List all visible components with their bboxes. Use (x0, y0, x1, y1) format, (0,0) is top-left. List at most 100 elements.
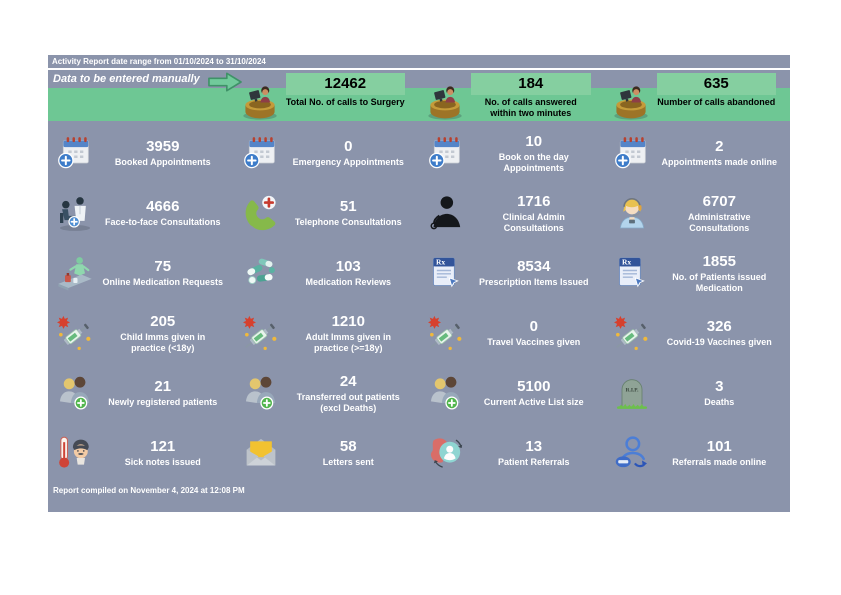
stat-label: Letters sent (322, 457, 374, 467)
stat-label: Clinical Admin Consultations (502, 211, 565, 233)
stat-label: Referrals made online (672, 457, 767, 467)
header-stat-card: 12462 Total No. of calls to Surgery (234, 70, 420, 121)
stat-value: 103 (335, 258, 361, 275)
syringe-icon (234, 313, 288, 353)
stat-card: 2 Appointments made online (605, 123, 791, 183)
stat-value: 205 (150, 312, 176, 330)
divider (48, 68, 790, 70)
stat-card: 3 Deaths (605, 363, 791, 423)
stat-label: Booked Appointments (114, 157, 211, 167)
stat-card: 75 Online Medication Requests (48, 243, 234, 303)
calendar-plus-icon (234, 133, 288, 173)
stat-value: 1716 (517, 192, 551, 210)
stat-card: 10 Book on the day Appointments (419, 123, 605, 183)
stat-label: Online Medication Requests (102, 277, 224, 287)
stat-value: 1210 (331, 312, 365, 330)
stat-card: 3959 Booked Appointments (48, 123, 234, 183)
online-referral-icon (605, 433, 659, 473)
pills-icon (234, 253, 288, 293)
stat-value: 101 (706, 438, 732, 455)
stat-value: 10 (525, 132, 543, 150)
header-stat-label: No. of calls answered within two minutes (484, 97, 577, 118)
prescription-pad-icon (605, 253, 659, 293)
stat-value: 121 (150, 438, 176, 455)
patients-add-icon (48, 373, 102, 413)
calendar-plus-icon (48, 133, 102, 173)
stat-card: 1855 No. of Patients issued Medication (605, 243, 791, 303)
call-operator-icon (605, 70, 657, 121)
stat-label: Administrative Consultations (687, 211, 751, 233)
stat-label: Current Active List size (483, 397, 584, 407)
clinician-silhouette-icon (419, 193, 473, 233)
stat-value: 13 (525, 438, 543, 455)
syringe-icon (48, 313, 102, 353)
stat-label: Emergency Appointments (292, 157, 404, 167)
stat-value: 0 (529, 318, 538, 335)
prescription-pad-icon (419, 253, 473, 293)
stat-card: 6707 Administrative Consultations (605, 183, 791, 243)
stat-value: 326 (706, 318, 732, 335)
header-stat-value: 12462 (285, 73, 405, 95)
header-stat-label: Number of calls abandoned (657, 97, 776, 107)
stat-card: 0 Travel Vaccines given (419, 303, 605, 363)
stat-card: 13 Patient Referrals (419, 423, 605, 483)
stat-value: 5100 (517, 378, 551, 395)
stat-value: 1855 (702, 252, 736, 270)
doctor-patient-icon (48, 193, 102, 233)
calendar-plus-icon (605, 133, 659, 173)
syringe-icon (419, 313, 473, 353)
activity-report: Activity Report date range from 01/10/20… (48, 55, 790, 512)
stat-value: 24 (339, 372, 357, 390)
stat-card: 205 Child Imms given in practice (<18y) (48, 303, 234, 363)
stat-card: 101 Referrals made online (605, 423, 791, 483)
header-stat-value: 635 (656, 73, 776, 95)
stat-label: Child Imms given in practice (<18y) (120, 331, 206, 353)
stat-label: Transferred out patients (excl Deaths) (296, 391, 400, 413)
stat-label: Deaths (704, 397, 735, 407)
call-operator-icon (234, 70, 286, 121)
stat-value: 6707 (702, 192, 736, 210)
header-stat-value: 184 (471, 73, 591, 95)
stat-card: 103 Medication Reviews (234, 243, 420, 303)
stat-label: Travel Vaccines given (487, 337, 581, 347)
patient-transfer-icon (419, 433, 473, 473)
stat-card: 1716 Clinical Admin Consultations (419, 183, 605, 243)
thermometer-sick-icon (48, 433, 102, 473)
stat-card: 21 Newly registered patients (48, 363, 234, 423)
stat-value: 4666 (146, 198, 180, 215)
stat-label: Telephone Consultations (294, 217, 402, 227)
stat-card: 4666 Face-to-face Consultations (48, 183, 234, 243)
stats-grid: 3959 Booked Appointments 0 Emergency Appoi… (48, 121, 790, 483)
manual-entry-cell: Data to be entered manually (48, 70, 234, 121)
report-title-bar: Activity Report date range from 01/10/20… (48, 55, 790, 68)
stat-label: No. of Patients issued Medication (672, 271, 767, 293)
receptionist-headset-icon (605, 193, 659, 233)
stat-card: 58 Letters sent (234, 423, 420, 483)
stat-label: Sick notes issued (124, 457, 201, 467)
patients-add-icon (419, 373, 473, 413)
header-stat-card: 635 Number of calls abandoned (605, 70, 791, 121)
telephone-cross-icon (234, 193, 288, 233)
calendar-plus-icon (419, 133, 473, 173)
pharmacist-icon (48, 253, 102, 293)
call-operator-icon (419, 70, 471, 121)
stat-label: Face-to-face Consultations (104, 217, 221, 227)
calls-header: Data to be entered manually 12462 Total … (48, 70, 790, 121)
stat-label: Medication Reviews (305, 277, 392, 287)
header-stat-label: Total No. of calls to Surgery (285, 97, 405, 107)
stat-card: 121 Sick notes issued (48, 423, 234, 483)
footer-note: Report compiled on November 4, 2024 at 1… (48, 483, 790, 512)
stat-card: 51 Telephone Consultations (234, 183, 420, 243)
envelope-icon (234, 433, 288, 473)
stat-label: Prescription Items Issued (478, 277, 589, 287)
stat-value: 58 (339, 438, 357, 455)
stat-value: 21 (154, 378, 172, 395)
stat-card: 326 Covid-19 Vaccines given (605, 303, 791, 363)
stat-label: Adult Imms given in practice (>=18y) (305, 331, 391, 353)
tombstone-icon (605, 373, 659, 413)
stat-label: Covid-19 Vaccines given (666, 337, 772, 347)
stat-value: 51 (339, 198, 357, 215)
stat-card: 5100 Current Active List size (419, 363, 605, 423)
syringe-icon (605, 313, 659, 353)
